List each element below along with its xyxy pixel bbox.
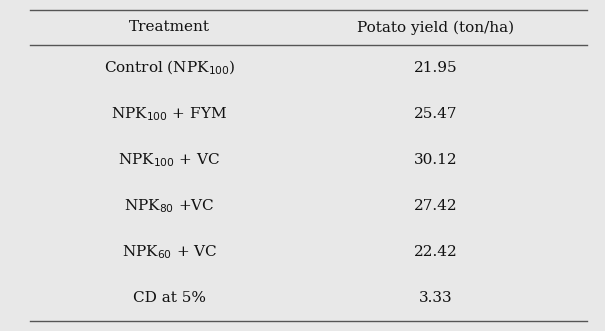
Text: Potato yield (ton/ha): Potato yield (ton/ha) (357, 20, 514, 34)
Text: NPK$_{60}$ + VC: NPK$_{60}$ + VC (122, 243, 217, 261)
Text: 3.33: 3.33 (419, 291, 453, 305)
Text: 27.42: 27.42 (414, 199, 457, 213)
Text: NPK$_{80}$ +VC: NPK$_{80}$ +VC (124, 197, 215, 215)
Text: Control (NPK$_{100}$): Control (NPK$_{100}$) (103, 59, 235, 77)
Text: 22.42: 22.42 (414, 245, 457, 259)
Text: 21.95: 21.95 (414, 61, 457, 75)
Text: NPK$_{100}$ + VC: NPK$_{100}$ + VC (119, 151, 220, 169)
Text: 25.47: 25.47 (414, 107, 457, 121)
Text: Treatment: Treatment (129, 20, 210, 34)
Text: 30.12: 30.12 (414, 153, 457, 167)
Text: NPK$_{100}$ + FYM: NPK$_{100}$ + FYM (111, 105, 227, 122)
Text: CD at 5%: CD at 5% (133, 291, 206, 305)
